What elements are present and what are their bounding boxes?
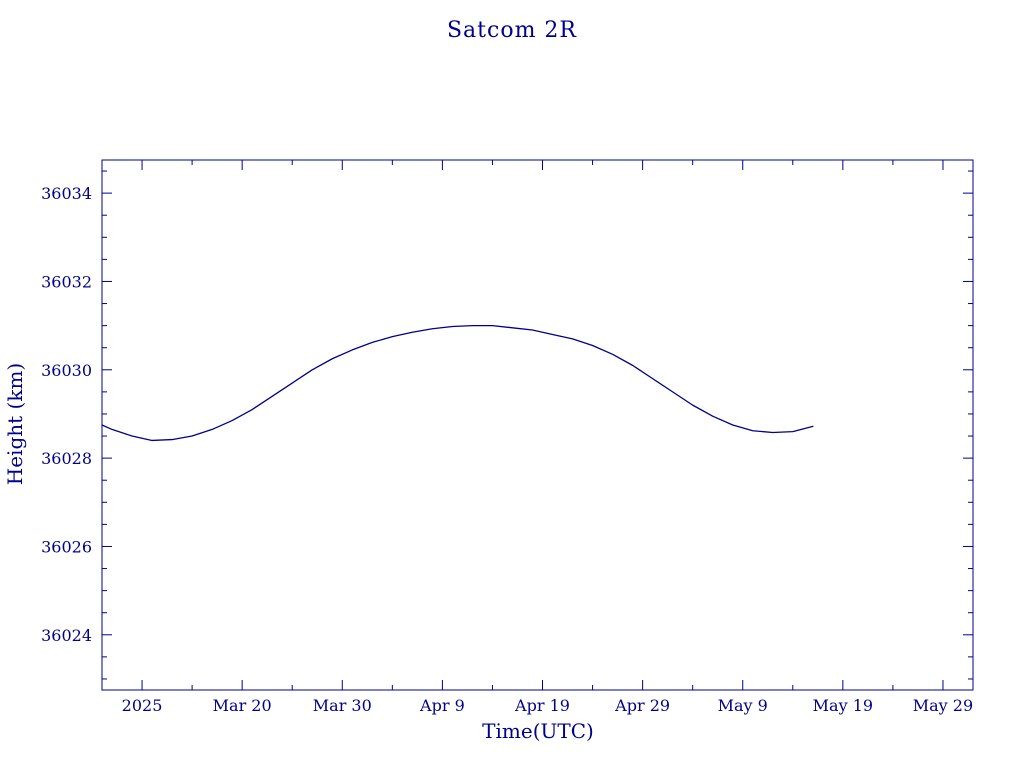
- x-axis-label: Time(UTC): [482, 719, 594, 743]
- x-tick-label: Mar 30: [313, 696, 372, 715]
- major-ticks: [102, 160, 973, 690]
- height-series-line: [101, 324, 814, 442]
- y-tick-label: 36034: [41, 184, 92, 203]
- x-tick-label: Apr 9: [419, 696, 465, 715]
- y-tick-label: 36026: [41, 537, 92, 556]
- y-axis-label: Height (km): [3, 363, 27, 485]
- chart-title: Satcom 2R: [447, 18, 577, 43]
- y-tick-label: 36028: [41, 449, 92, 468]
- minor-ticks: [102, 160, 973, 690]
- x-tick-label: Mar 20: [213, 696, 272, 715]
- y-tick-label: 36024: [41, 626, 92, 645]
- x-tick-label: May 9: [718, 696, 768, 715]
- x-tick-label: Apr 19: [514, 696, 570, 715]
- y-tick-label: 36032: [41, 272, 92, 291]
- x-tick-label: May 19: [813, 696, 873, 715]
- x-tick-label: Apr 29: [614, 696, 670, 715]
- x-tick-label: May 29: [913, 696, 973, 715]
- y-tick-label: 36030: [41, 361, 92, 380]
- x-tick-label: 2025: [122, 696, 163, 715]
- y-tick-labels: 36024 36026 36028 36030 36032 36034: [41, 184, 92, 645]
